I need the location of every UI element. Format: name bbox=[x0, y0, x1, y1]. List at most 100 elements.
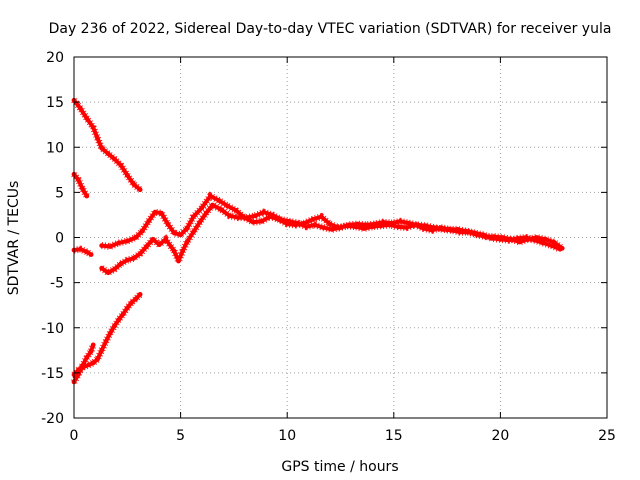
data-point bbox=[84, 193, 90, 199]
data-point bbox=[133, 296, 139, 302]
x-axis-label: GPS time / hours bbox=[281, 459, 398, 475]
data-point bbox=[295, 220, 301, 226]
data-point bbox=[112, 323, 117, 329]
data-point bbox=[176, 258, 181, 264]
data-point bbox=[99, 265, 105, 271]
data-point bbox=[227, 213, 233, 219]
data-point bbox=[517, 239, 522, 245]
data-point bbox=[483, 234, 488, 240]
data-point bbox=[84, 355, 90, 360]
data-point bbox=[525, 236, 531, 242]
data-point bbox=[139, 228, 145, 234]
data-point bbox=[269, 212, 275, 218]
data-point bbox=[124, 257, 130, 263]
data-point bbox=[95, 356, 100, 362]
data-point bbox=[278, 217, 284, 222]
data-point bbox=[406, 220, 412, 226]
data-point bbox=[491, 234, 497, 240]
data-point bbox=[431, 225, 437, 231]
data-point bbox=[244, 215, 250, 221]
series-track-b-upper bbox=[71, 171, 90, 199]
data-point bbox=[99, 145, 105, 151]
data-point bbox=[235, 215, 241, 221]
data-point bbox=[152, 209, 158, 215]
data-point bbox=[559, 245, 565, 251]
data-point bbox=[90, 360, 96, 366]
data-point bbox=[116, 240, 122, 246]
data-point bbox=[261, 209, 267, 215]
data-point bbox=[165, 221, 171, 227]
data-point bbox=[210, 202, 216, 208]
data-point bbox=[107, 330, 113, 336]
data-point bbox=[321, 225, 326, 231]
data-point bbox=[131, 181, 137, 187]
y-tick-label: -5 bbox=[50, 276, 64, 292]
data-point bbox=[191, 229, 196, 235]
data-point bbox=[466, 229, 471, 235]
series-texture bbox=[73, 245, 93, 258]
data-point bbox=[252, 213, 258, 219]
data-point bbox=[395, 224, 401, 230]
data-point bbox=[90, 125, 96, 130]
data-point bbox=[327, 221, 333, 227]
series-texture bbox=[71, 172, 90, 198]
data-point bbox=[171, 230, 177, 236]
data-point bbox=[88, 252, 94, 257]
data-point bbox=[180, 248, 186, 254]
data-point bbox=[129, 300, 135, 305]
data-point bbox=[116, 317, 122, 322]
x-tick-label: 25 bbox=[598, 428, 616, 444]
data-point bbox=[95, 135, 100, 141]
series-track-c-middle bbox=[71, 245, 94, 258]
data-point bbox=[318, 214, 324, 220]
series-track-g-lower bbox=[70, 342, 97, 385]
data-point bbox=[346, 222, 352, 228]
data-point bbox=[397, 218, 403, 224]
data-point bbox=[197, 219, 203, 225]
series-line bbox=[72, 292, 143, 377]
data-point bbox=[137, 187, 143, 193]
data-point bbox=[191, 214, 196, 220]
data-point bbox=[310, 217, 316, 222]
x-tick-label: 5 bbox=[176, 428, 185, 444]
data-point bbox=[105, 151, 111, 157]
data-point bbox=[184, 239, 190, 245]
data-point bbox=[440, 227, 446, 232]
data-point bbox=[99, 347, 105, 353]
data-point bbox=[380, 219, 386, 225]
data-point bbox=[78, 106, 83, 111]
data-point bbox=[133, 235, 139, 240]
data-point bbox=[363, 222, 369, 228]
series-group bbox=[70, 97, 565, 385]
data-point bbox=[99, 243, 105, 249]
data-point bbox=[120, 311, 126, 317]
data-point bbox=[78, 246, 83, 252]
data-point bbox=[112, 266, 117, 272]
y-tick-label: 20 bbox=[46, 50, 64, 66]
data-point bbox=[233, 208, 239, 213]
data-point bbox=[304, 224, 309, 230]
data-point bbox=[218, 207, 224, 212]
data-point bbox=[80, 363, 85, 369]
data-point bbox=[449, 227, 454, 233]
ticks bbox=[73, 56, 608, 419]
data-point bbox=[124, 238, 130, 244]
y-tick-label: -10 bbox=[41, 321, 64, 337]
data-point bbox=[474, 232, 480, 238]
y-axis-label: SDTVAR / TECUs bbox=[6, 181, 22, 296]
x-tick-label: 0 bbox=[70, 428, 79, 444]
data-point bbox=[286, 218, 292, 224]
data-point bbox=[144, 244, 149, 249]
data-point bbox=[137, 251, 143, 257]
data-point bbox=[75, 177, 81, 183]
series-track-a-upper bbox=[71, 97, 143, 193]
data-point bbox=[112, 156, 117, 162]
x-tick-label: 15 bbox=[385, 428, 403, 444]
data-point bbox=[208, 193, 213, 199]
data-point bbox=[250, 219, 256, 225]
data-point bbox=[118, 162, 124, 168]
y-tick-label: -15 bbox=[41, 366, 64, 382]
y-tick-label: 5 bbox=[55, 185, 64, 201]
y-tick-label: 15 bbox=[46, 95, 64, 111]
